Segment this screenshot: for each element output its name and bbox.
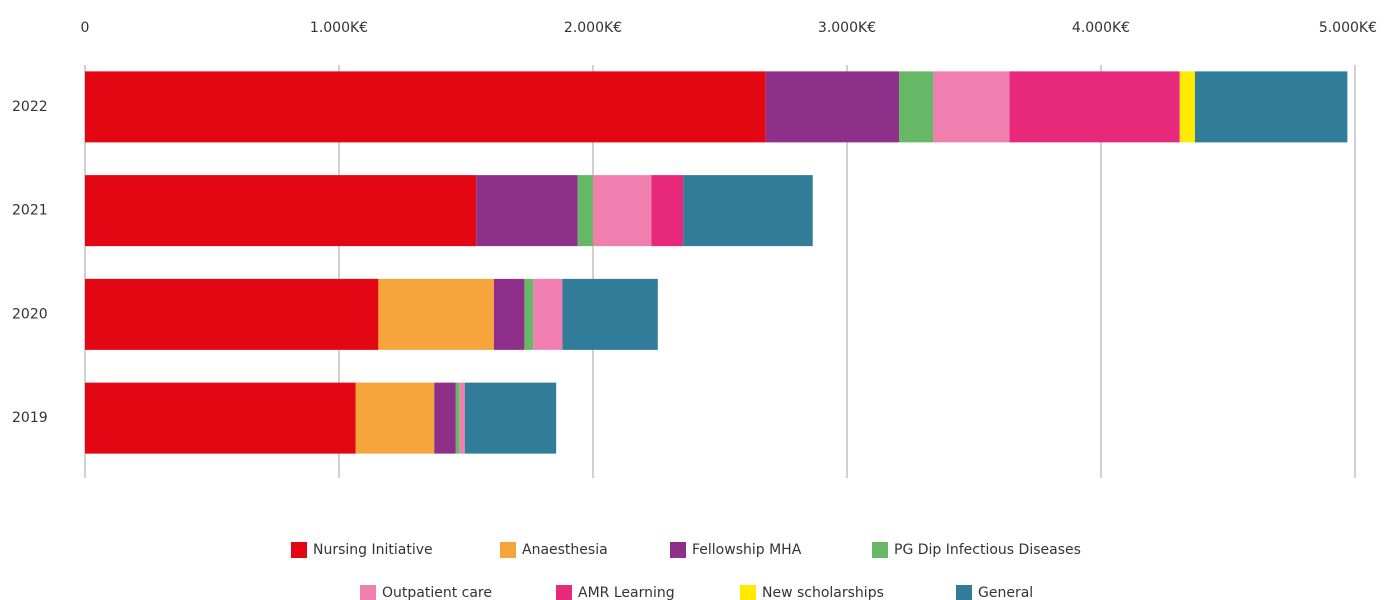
x-tick-label: 4.000K€ — [1072, 20, 1130, 36]
y-tick-label: 2021 — [12, 203, 48, 219]
bar-segment — [434, 382, 456, 454]
y-tick-label: 2022 — [12, 99, 48, 115]
bar-segment — [899, 71, 934, 143]
legend-swatch — [670, 542, 686, 558]
bar-segment — [1009, 71, 1180, 143]
legend-label: AMR Learning — [578, 585, 675, 600]
bar-segment — [524, 278, 534, 350]
legend-label: New scholarships — [762, 585, 884, 600]
bar-segment — [1179, 71, 1195, 143]
legend-swatch — [500, 542, 516, 558]
legend-swatch — [291, 542, 307, 558]
x-tick-label: 5.000K€ — [1319, 20, 1377, 36]
legend-swatch — [872, 542, 888, 558]
y-tick-label: 2019 — [12, 410, 48, 426]
bar-segment — [593, 175, 652, 247]
bar-segment — [476, 175, 578, 247]
x-tick-label: 3.000K€ — [818, 20, 876, 36]
legend-label: Fellowship MHA — [692, 542, 802, 558]
bar-segment — [533, 278, 563, 350]
bar-segment — [464, 382, 557, 454]
legend-swatch — [740, 585, 756, 600]
bar-segment — [85, 175, 477, 247]
legend-label: Outpatient care — [382, 585, 492, 600]
bar-segment — [1194, 71, 1348, 143]
legend-swatch — [956, 585, 972, 600]
bar-segment — [683, 175, 813, 247]
bar-segment — [85, 382, 356, 454]
legend-label: Anaesthesia — [522, 542, 608, 558]
bar-segment — [355, 382, 435, 454]
y-tick-label: 2020 — [12, 306, 48, 322]
bar-segment — [459, 382, 465, 454]
bar-segment — [85, 278, 379, 350]
bar-segment — [765, 71, 900, 143]
bar-segment — [85, 71, 766, 143]
legend-label: Nursing Initiative — [313, 542, 433, 558]
legend-label: General — [978, 585, 1033, 600]
bar-segment — [933, 71, 1010, 143]
bar-segment — [577, 175, 593, 247]
bar-segment — [562, 278, 658, 350]
legend-swatch — [556, 585, 572, 600]
bar-segment — [455, 382, 460, 454]
x-tick-label: 1.000K€ — [310, 20, 368, 36]
bar-segment — [378, 278, 494, 350]
x-tick-label: 2.000K€ — [564, 20, 622, 36]
bar-segment — [651, 175, 684, 247]
legend-swatch — [360, 585, 376, 600]
bar-segment — [493, 278, 525, 350]
x-tick-label: 0 — [81, 20, 90, 36]
legend-label: PG Dip Infectious Diseases — [894, 542, 1081, 558]
